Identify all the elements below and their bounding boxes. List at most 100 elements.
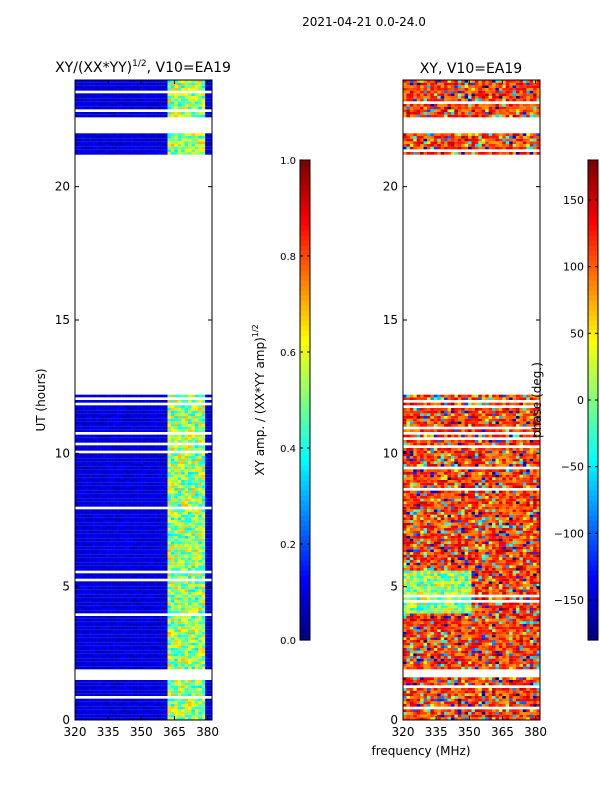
heatmap-cell [157,538,162,542]
heatmap-cell [188,410,192,414]
heatmap-cell [153,664,158,667]
heatmap-cell [167,474,172,478]
heatmap-cell [126,466,131,470]
heatmap-cell [184,96,189,99]
heatmap-cell [85,101,90,104]
heatmap-cell [184,426,189,430]
heatmap-cell [112,101,117,104]
heatmap-cell [140,634,144,638]
heatmap-cell [146,610,151,614]
heatmap-cell [153,600,158,603]
heatmap-cell [208,717,213,720]
heatmap-cell [98,152,103,155]
heatmap-cell [105,557,110,560]
heatmap-cell [75,637,79,640]
heatmap-cell [205,584,209,587]
heatmap-cell [177,560,182,563]
heatmap-cell [201,485,206,488]
heatmap-cell [157,416,162,419]
heatmap-cell [188,485,192,488]
heatmap-cell [170,704,175,707]
heatmap-cell [153,469,158,472]
heatmap-cell [160,418,165,422]
heatmap-cell [143,448,148,451]
heatmap-cell [140,464,144,467]
heatmap-cell [174,554,179,558]
heatmap-cell [177,496,182,499]
heatmap-cell [164,488,168,491]
heatmap-cell [88,469,93,472]
heatmap-cell [78,469,83,472]
heatmap-cell [126,144,131,147]
heatmap-cell [181,642,185,646]
heatmap-cell [177,629,182,632]
heatmap-cell [160,602,165,606]
heatmap-cell [170,693,175,696]
heatmap-cell [133,461,138,464]
heatmap-cell [157,400,162,403]
heatmap-cell [194,616,199,619]
heatmap-cell [88,418,93,422]
heatmap-cell [88,597,93,600]
heatmap-cell [140,701,144,704]
heatmap-cell [143,682,148,686]
heatmap-cell [188,490,192,494]
heatmap-cell [208,600,213,603]
heatmap-cell [81,586,86,590]
heatmap-cell [198,426,203,430]
heatmap-cell [119,501,124,504]
heatmap-cell [181,624,185,627]
heatmap-cell [109,560,114,563]
heatmap-cell [157,136,162,139]
heatmap-cell [174,426,179,430]
heatmap-cell [133,437,138,440]
heatmap-cell [126,544,131,547]
heatmap-cell [160,586,165,590]
heatmap-cell [191,445,196,448]
heatmap-cell [198,701,203,704]
heatmap-cell [191,498,196,502]
heatmap-cell [153,472,158,475]
heatmap-cell [184,488,189,491]
heatmap-cell [109,528,114,531]
heatmap-cell [95,658,100,662]
heatmap-cell [85,88,90,91]
heatmap-cell [102,445,107,448]
heatmap-cell [198,141,203,144]
heatmap-cell [119,138,124,142]
heatmap-cell [78,690,83,694]
heatmap-cell [129,464,134,467]
heatmap-cell [160,685,165,688]
heatmap-cell [170,618,175,622]
heatmap-cell [85,589,90,592]
heatmap-cell [140,93,144,96]
heatmap-cell [78,434,83,438]
heatmap-cell [92,629,96,632]
heatmap-cell [92,565,96,568]
heatmap-cell [150,594,155,598]
heatmap-cell [143,429,148,432]
heatmap-cell [164,530,168,534]
heatmap-cell [129,114,134,118]
heatmap-cell [109,536,114,539]
heatmap-cell [198,504,203,507]
heatmap-cell [153,698,158,702]
heatmap-cell [167,112,172,115]
heatmap-cell [133,525,138,528]
heatmap-cell [126,688,131,691]
heatmap-cell [174,629,179,632]
heatmap-cell [198,645,203,648]
heatmap-cell [181,538,185,542]
heatmap-cell [109,136,114,139]
heatmap-cell [208,477,213,480]
heatmap-cell [78,504,83,507]
heatmap-cell [119,141,124,144]
heatmap-cell [170,602,175,606]
heatmap-cell [164,456,168,459]
heatmap-cell [157,586,162,590]
heatmap-cell [98,458,103,462]
heatmap-cell [116,648,120,651]
heatmap-cell [143,592,148,595]
heatmap-cell [167,568,172,571]
heatmap-cell [157,621,162,624]
